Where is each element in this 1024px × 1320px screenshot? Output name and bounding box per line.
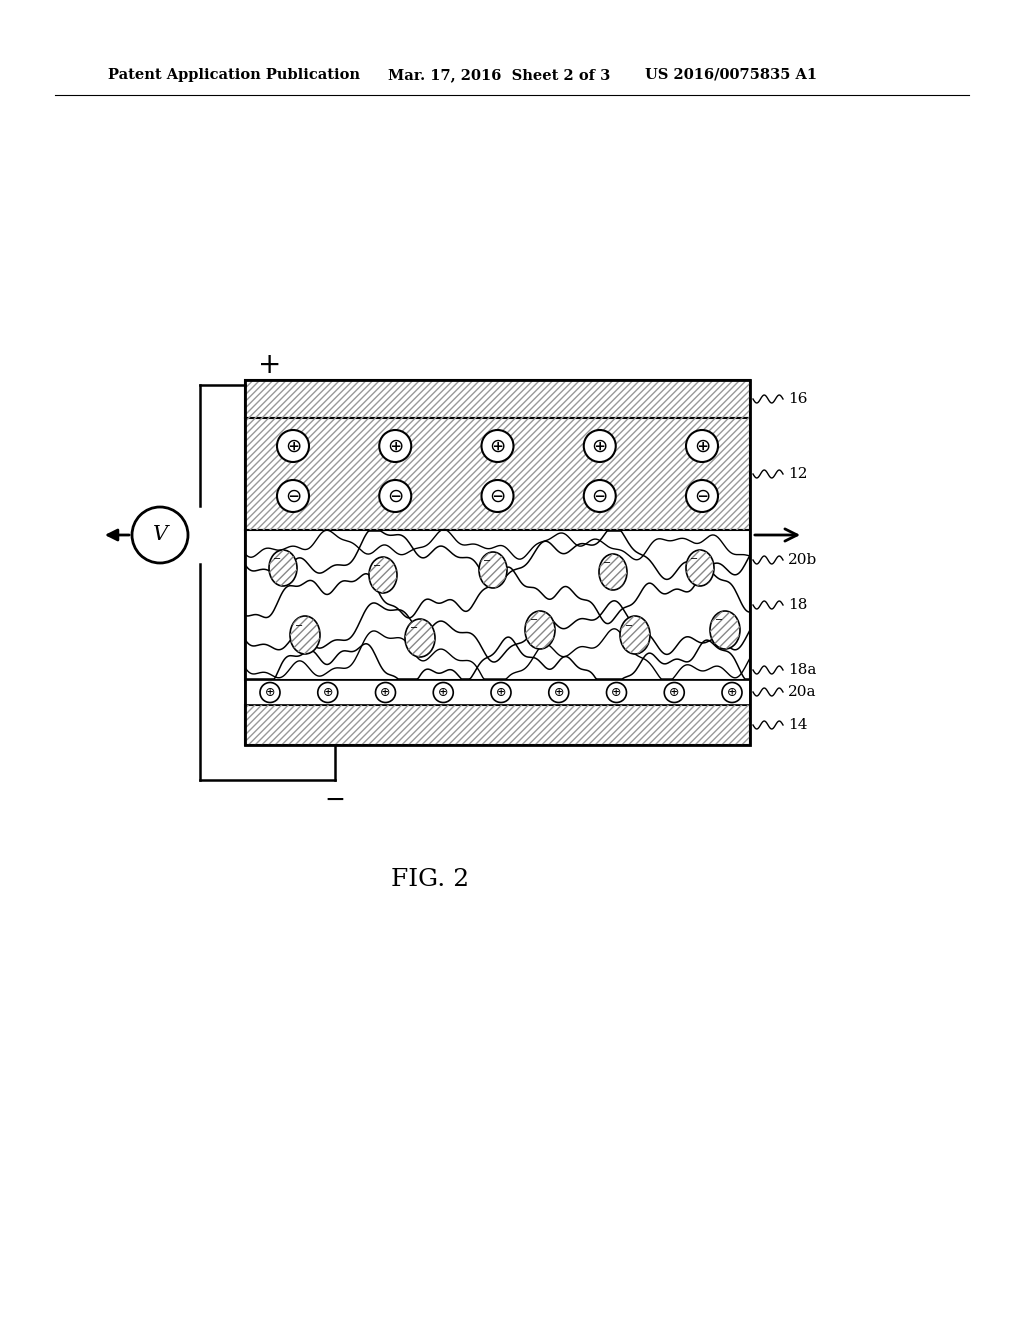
Text: ⊕: ⊕ — [694, 437, 711, 455]
Text: −: − — [374, 561, 382, 572]
Ellipse shape — [525, 611, 555, 649]
Text: −: − — [603, 558, 611, 568]
Text: Patent Application Publication: Patent Application Publication — [108, 69, 360, 82]
Circle shape — [278, 480, 309, 512]
Circle shape — [481, 480, 513, 512]
Text: ⊕: ⊕ — [554, 686, 564, 700]
Bar — [245, 680, 750, 705]
Text: +: + — [258, 351, 282, 379]
Ellipse shape — [599, 554, 627, 590]
Text: ⊕: ⊕ — [323, 686, 333, 700]
Text: −: − — [483, 556, 492, 566]
Circle shape — [584, 430, 615, 462]
Text: ⊖: ⊖ — [387, 487, 403, 506]
Ellipse shape — [406, 619, 435, 657]
Text: 18a: 18a — [788, 663, 816, 677]
Bar — [245, 531, 750, 680]
Bar — [245, 418, 750, 531]
Circle shape — [481, 430, 513, 462]
Bar — [245, 380, 750, 418]
Text: 20b: 20b — [788, 553, 817, 568]
Text: ⊕: ⊕ — [489, 437, 506, 455]
Circle shape — [433, 682, 454, 702]
Text: ⊕: ⊕ — [496, 686, 506, 700]
Text: ⊕: ⊕ — [265, 686, 275, 700]
Text: −: − — [530, 615, 538, 626]
Text: FIG. 2: FIG. 2 — [391, 869, 469, 891]
Circle shape — [317, 682, 338, 702]
Ellipse shape — [290, 616, 319, 653]
Text: ⊖: ⊖ — [285, 487, 301, 506]
Ellipse shape — [710, 611, 740, 649]
Circle shape — [490, 682, 511, 702]
Bar — [245, 705, 750, 744]
Text: −: − — [690, 554, 698, 564]
Bar — [245, 705, 750, 744]
Text: ⊕: ⊕ — [285, 437, 301, 455]
Text: ⊕: ⊕ — [727, 686, 737, 700]
Text: 12: 12 — [788, 467, 808, 480]
Text: ⊕: ⊕ — [669, 686, 680, 700]
Circle shape — [379, 480, 412, 512]
Bar — [245, 380, 750, 418]
Circle shape — [132, 507, 188, 564]
Text: ⊕: ⊕ — [380, 686, 391, 700]
Text: ⊖: ⊖ — [489, 487, 506, 506]
Bar — [245, 380, 750, 744]
Ellipse shape — [269, 550, 297, 586]
Text: ⊖: ⊖ — [694, 487, 711, 506]
Text: ⊖: ⊖ — [592, 487, 608, 506]
Text: −: − — [325, 788, 345, 812]
Text: 20a: 20a — [788, 685, 816, 700]
Text: 14: 14 — [788, 718, 808, 733]
Text: −: − — [625, 620, 633, 631]
Circle shape — [584, 480, 615, 512]
Circle shape — [549, 682, 568, 702]
Ellipse shape — [686, 550, 714, 586]
Text: US 2016/0075835 A1: US 2016/0075835 A1 — [645, 69, 817, 82]
Circle shape — [376, 682, 395, 702]
Ellipse shape — [369, 557, 397, 593]
Text: −: − — [715, 615, 723, 626]
Bar — [245, 418, 750, 531]
Circle shape — [686, 480, 718, 512]
Ellipse shape — [479, 552, 507, 587]
Circle shape — [606, 682, 627, 702]
Circle shape — [665, 682, 684, 702]
Text: −: − — [273, 554, 282, 564]
Text: 18: 18 — [788, 598, 807, 612]
Text: ⊕: ⊕ — [611, 686, 622, 700]
Text: Mar. 17, 2016  Sheet 2 of 3: Mar. 17, 2016 Sheet 2 of 3 — [388, 69, 610, 82]
Text: −: − — [295, 620, 303, 631]
Circle shape — [379, 430, 412, 462]
Circle shape — [722, 682, 742, 702]
Circle shape — [278, 430, 309, 462]
Text: −: − — [410, 623, 418, 634]
Text: ⊕: ⊕ — [387, 437, 403, 455]
Circle shape — [686, 430, 718, 462]
Text: ⊕: ⊕ — [438, 686, 449, 700]
Circle shape — [260, 682, 280, 702]
Text: V: V — [153, 525, 168, 544]
Text: ⊕: ⊕ — [592, 437, 608, 455]
Text: 16: 16 — [788, 392, 808, 407]
Ellipse shape — [620, 616, 650, 653]
